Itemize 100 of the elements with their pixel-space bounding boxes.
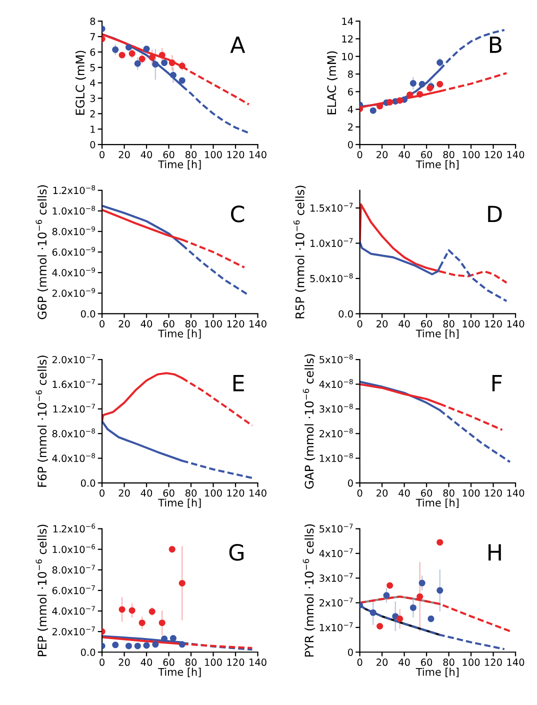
x-tick-label: 80 [185, 320, 197, 328]
y-tick-label: 6 [348, 88, 353, 96]
x-tick-label: 0 [100, 320, 104, 328]
y-tick-label: 4x10$^{−7}$ [319, 548, 353, 558]
y-tick-label: 2.0x10$^{−7}$ [52, 626, 95, 636]
x-tick-label: 60 [421, 489, 432, 497]
annotation: F [492, 375, 502, 392]
x-axis-title: Time [h] [158, 329, 201, 339]
y-axis-title: GAP (mmol ·10$^{−6}$ cells) [302, 354, 316, 489]
x-tick-label: 0 [100, 658, 104, 666]
y-tick-label: 0.0 [338, 310, 353, 318]
x-tick-label: 120 [485, 658, 502, 666]
y-tick-label: 5 [90, 64, 95, 72]
x-tick-label: 140 [250, 658, 266, 666]
x-tick-label: 100 [462, 150, 480, 158]
x-tick-label: 20 [118, 489, 130, 497]
y-tick-label: 6 [90, 48, 96, 56]
y-axis-title: EGLC (mM) [75, 50, 86, 115]
x-tick-label: 80 [443, 320, 454, 328]
y-tick-label: 8 [348, 70, 353, 78]
x-tick-label: 20 [376, 658, 388, 666]
y-tick-label: 1 [90, 126, 95, 133]
x-tick-label: 40 [140, 489, 152, 497]
x-tick-label: 0 [357, 658, 362, 666]
x-tick-label: 120 [227, 320, 244, 328]
x-tick-label: 20 [118, 658, 130, 666]
x-tick-label: 40 [140, 320, 152, 328]
x-tick-label: 40 [398, 658, 410, 666]
x-tick-label: 20 [118, 150, 130, 158]
x-tick-label: 100 [462, 489, 480, 497]
x-tick-label: 100 [205, 150, 222, 158]
x-tick-label: 0 [357, 320, 362, 328]
x-tick-label: 60 [163, 320, 174, 328]
x-tick-label: 120 [485, 150, 502, 158]
y-tick-label: 6.0x10$^{−9}$ [52, 246, 95, 256]
y-tick-label: 2x10$^{−7}$ [320, 598, 353, 607]
y-tick-label: 6.0x10$^{−7}$ [52, 585, 95, 594]
annotation: H [488, 544, 501, 560]
x-tick-label: 40 [398, 150, 410, 158]
x-tick-label: 80 [185, 658, 197, 666]
y-tick-label: 1.0x10$^{−6}$ [52, 544, 96, 554]
y-tick-label: 1.5x10$^{−7}$ [310, 202, 353, 212]
annotation: B [490, 36, 502, 53]
x-tick-label: 120 [485, 489, 502, 497]
annotation: E [233, 375, 244, 392]
x-tick-label: 0 [357, 489, 362, 497]
y-tick-label: 0.0 [80, 648, 96, 656]
y-tick-label: 0.0 [80, 479, 96, 487]
x-tick-label: 140 [507, 320, 524, 328]
y-tick-label: 1.0x10$^{−8}$ [52, 206, 95, 215]
x-tick-label: 40 [140, 150, 152, 158]
y-tick-label: 8.0x10$^{−8}$ [52, 428, 95, 438]
x-tick-label: 20 [376, 489, 388, 497]
y-axis-title: ELAC (mM) [326, 51, 338, 114]
x-tick-label: 140 [250, 489, 266, 497]
y-tick-label: 2.0x10$^{−7}$ [52, 354, 95, 364]
x-tick-label: 80 [185, 489, 197, 497]
y-tick-label: 1x10$^{−7}$ [320, 622, 353, 632]
y-tick-label: 8 [90, 18, 96, 25]
y-tick-label: 0 [90, 141, 96, 148]
y-tick-label: 0 [348, 141, 353, 148]
annotation: C [231, 206, 244, 222]
y-tick-label: 1.6x10$^{−7}$ [52, 379, 95, 388]
x-tick-label: 60 [163, 658, 174, 666]
y-axis-title: G6P (mmol ·10$^{−6}$ cells) [36, 185, 48, 320]
x-axis-title: Time [h] [416, 160, 459, 170]
y-tick-label: 8.0x10$^{−9}$ [52, 226, 95, 236]
x-tick-label: 100 [462, 320, 480, 328]
y-tick-label: 12 [342, 35, 353, 42]
x-tick-label: 120 [485, 320, 502, 328]
x-tick-label: 120 [227, 489, 244, 497]
x-tick-label: 60 [163, 489, 174, 497]
x-axis-title: Time [h] [416, 329, 459, 339]
y-tick-label: 4.0x10$^{−9}$ [52, 267, 95, 276]
y-axis-title: F6P (mmol ·10$^{−6}$ cells) [36, 356, 48, 487]
annotation: A [230, 36, 246, 53]
y-axis-title: PYR (mmol ·10$^{−6}$ cells) [302, 524, 316, 657]
x-tick-label: 40 [140, 658, 152, 666]
y-tick-label: 4x10$^{−8}$ [319, 379, 353, 388]
y-tick-label: 2 [90, 110, 95, 118]
x-tick-label: 80 [443, 489, 454, 497]
x-axis-title: Time [h] [416, 668, 459, 678]
y-tick-label: 8.0x10$^{−7}$ [52, 564, 95, 574]
x-tick-label: 140 [507, 489, 524, 497]
y-tick-label: 2 [348, 123, 353, 131]
y-tick-label: 1.2x10$^{−7}$ [53, 404, 95, 413]
x-tick-label: 0 [100, 150, 104, 158]
y-tick-label: 4 [348, 106, 353, 113]
x-tick-label: 60 [421, 320, 432, 328]
x-tick-label: 40 [398, 320, 410, 328]
annotation: D [488, 206, 502, 222]
x-tick-label: 140 [507, 150, 524, 158]
x-tick-label: 140 [507, 658, 524, 666]
y-tick-label: 1x10$^{−8}$ [320, 453, 353, 462]
y-tick-label: 14 [342, 18, 353, 25]
y-tick-label: 5x10$^{−8}$ [320, 354, 353, 364]
y-tick-label: 3 [90, 94, 95, 102]
x-tick-label: 20 [376, 150, 388, 158]
annotation: G [229, 544, 244, 561]
y-tick-label: 0.0 [80, 310, 96, 318]
